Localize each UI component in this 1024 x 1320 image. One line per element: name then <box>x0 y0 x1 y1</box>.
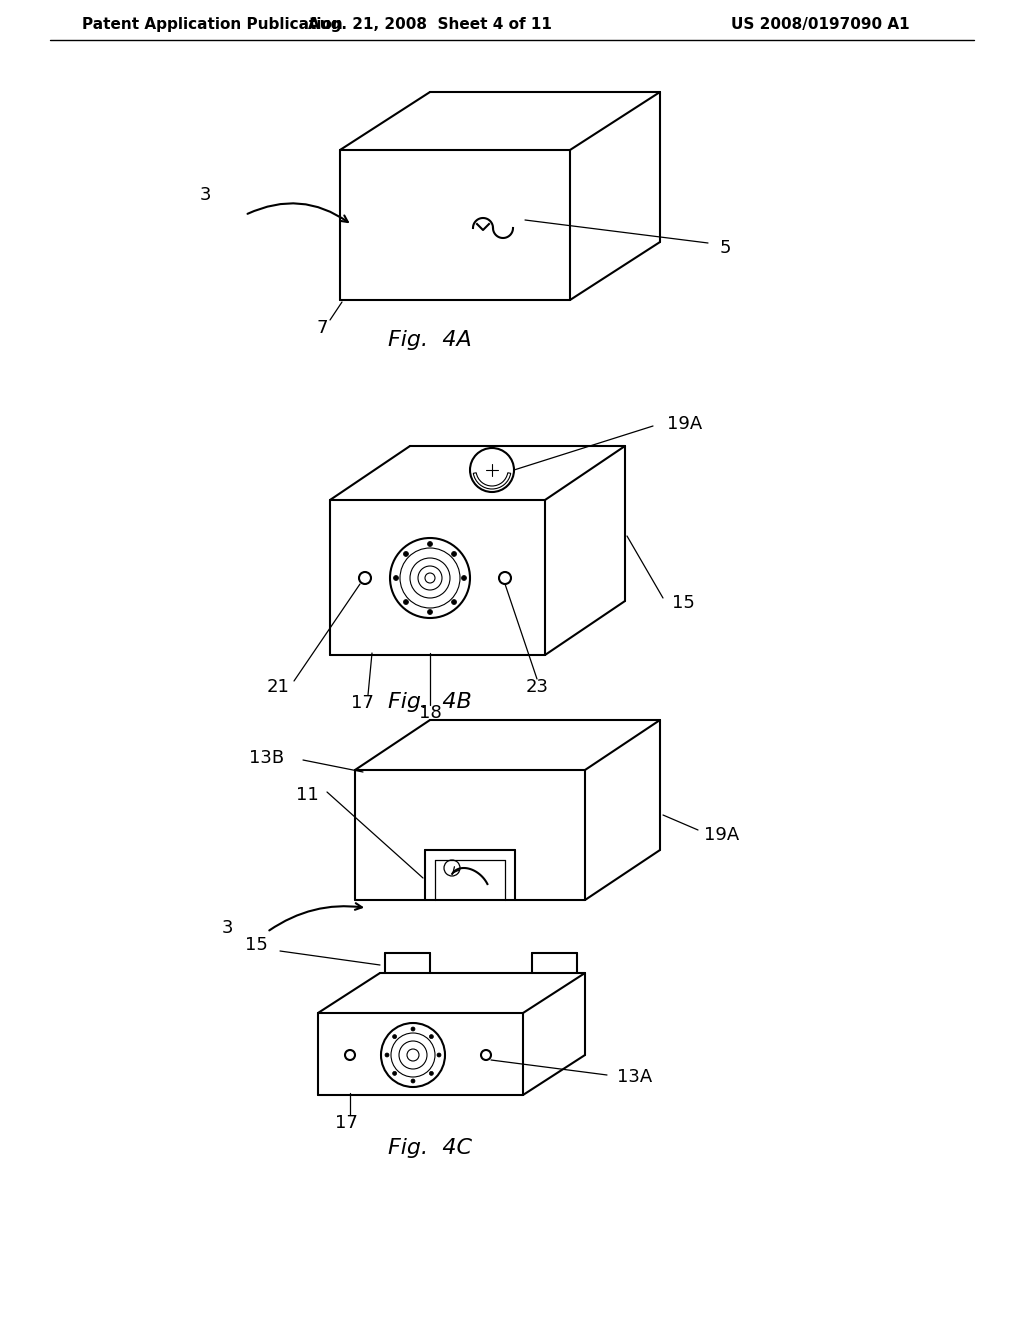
Text: 7: 7 <box>316 319 328 337</box>
Circle shape <box>385 1053 389 1057</box>
Text: Aug. 21, 2008  Sheet 4 of 11: Aug. 21, 2008 Sheet 4 of 11 <box>308 17 552 33</box>
Circle shape <box>427 610 432 615</box>
Text: 5: 5 <box>719 239 731 257</box>
Circle shape <box>452 552 457 557</box>
Text: 13A: 13A <box>617 1068 652 1086</box>
Circle shape <box>411 1027 415 1031</box>
Circle shape <box>462 576 467 581</box>
Text: 18: 18 <box>419 704 441 722</box>
Text: 3: 3 <box>200 186 211 205</box>
Text: US 2008/0197090 A1: US 2008/0197090 A1 <box>731 17 909 33</box>
Text: Fig.  4B: Fig. 4B <box>388 692 472 711</box>
Circle shape <box>392 1035 396 1039</box>
Text: 19A: 19A <box>668 414 702 433</box>
FancyArrowPatch shape <box>269 903 361 931</box>
Circle shape <box>411 1078 415 1082</box>
FancyArrowPatch shape <box>248 203 348 222</box>
Circle shape <box>403 552 409 557</box>
Text: 11: 11 <box>296 785 318 804</box>
Circle shape <box>403 599 409 605</box>
Text: 17: 17 <box>335 1114 357 1133</box>
Circle shape <box>427 541 432 546</box>
Text: 19A: 19A <box>705 826 739 843</box>
Text: Patent Application Publication: Patent Application Publication <box>82 17 343 33</box>
Text: 3: 3 <box>221 919 232 937</box>
Circle shape <box>429 1072 433 1076</box>
Text: 17: 17 <box>350 694 374 711</box>
Text: Fig.  4A: Fig. 4A <box>388 330 472 350</box>
Text: 21: 21 <box>266 678 290 696</box>
Circle shape <box>452 599 457 605</box>
Text: Fig.  4C: Fig. 4C <box>388 1138 472 1158</box>
Text: 15: 15 <box>672 594 694 612</box>
Circle shape <box>392 1072 396 1076</box>
Text: 23: 23 <box>525 678 549 696</box>
Circle shape <box>393 576 398 581</box>
Text: 15: 15 <box>245 936 267 954</box>
Circle shape <box>429 1035 433 1039</box>
Circle shape <box>437 1053 441 1057</box>
Text: 13B: 13B <box>250 748 285 767</box>
